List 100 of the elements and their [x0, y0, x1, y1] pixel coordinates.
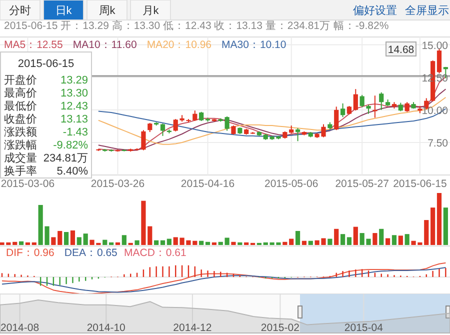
category-label: 涨跌额 [4, 126, 37, 138]
bar [199, 240, 204, 245]
y-tick-label: 15.00 [422, 40, 448, 52]
bar [25, 242, 30, 245]
bar [379, 228, 384, 245]
x-tick-label: 2015-05-06 [264, 178, 318, 190]
bar [205, 242, 210, 245]
bar [64, 232, 69, 245]
bar [76, 237, 82, 245]
bar [18, 241, 24, 245]
text: 偏好设置 [353, 5, 397, 17]
bar [289, 238, 294, 245]
bar [109, 242, 114, 245]
label-box: 14.68 [386, 41, 416, 56]
x-tick-label: 2014-12 [173, 322, 212, 334]
candlestick [366, 104, 371, 114]
bar [83, 234, 88, 245]
x-tick-label: 2015-06-15 [393, 178, 447, 190]
text: 234.81万 [43, 152, 88, 164]
bar [122, 235, 126, 245]
text: 2015-06-15 [18, 58, 74, 70]
candlestick [340, 102, 346, 118]
x-tick-label: 2015-03-26 [90, 178, 145, 190]
category-label: 收盘价 [4, 114, 37, 126]
text: 13.13 [60, 114, 88, 126]
candlestick [231, 125, 236, 136]
candlestick [199, 111, 204, 122]
text: DIF：0.96 [6, 247, 55, 259]
x-tick-label: 2015-02 [260, 322, 300, 334]
line-series [98, 88, 446, 150]
text: 分时 [9, 4, 31, 17]
candlestick [224, 116, 230, 132]
bar [32, 242, 36, 245]
bar [436, 193, 442, 245]
bar [212, 242, 216, 245]
bar [115, 242, 120, 245]
bar [386, 238, 390, 245]
chart-title: 2015-06-15 开：13.29 高：13.30 低：12.43 收：13.13 量：234.81万 幅：-9.82% [4, 19, 389, 32]
bar [443, 208, 448, 245]
bar [154, 240, 159, 245]
candlestick [379, 92, 384, 110]
text: MA5：12.55 [4, 39, 64, 51]
category-label: 涨跌幅 [4, 140, 37, 152]
bar [224, 238, 230, 245]
candlestick [436, 48, 442, 74]
bar [12, 242, 18, 245]
bar [58, 230, 62, 245]
bar [340, 234, 346, 245]
text: 13.29 [60, 74, 88, 86]
candlestick [295, 128, 300, 142]
candlestick [160, 123, 166, 136]
bar [334, 228, 339, 245]
line-series [98, 76, 446, 151]
bar [160, 240, 166, 245]
x-tick-label: 2015-04-16 [180, 178, 235, 190]
text: -1.43 [62, 126, 88, 138]
text: 全屏显示 [405, 5, 449, 17]
bar [282, 242, 288, 245]
text: MA20：10.96 [146, 39, 212, 51]
bar [218, 242, 223, 245]
text: 月k [142, 5, 160, 17]
bar [404, 234, 410, 245]
line-series [98, 108, 446, 137]
candlestick [148, 122, 152, 133]
candlestick [360, 94, 364, 108]
text: 5.40% [56, 166, 88, 178]
category-label: 成交量 [4, 152, 37, 164]
text: 日k [55, 5, 72, 17]
text: 12.43 [60, 100, 88, 112]
x-tick-label: 2015-05-27 [335, 178, 390, 190]
candlestick [334, 106, 339, 131]
x-tick-label: 2014-10 [86, 322, 126, 334]
text: DEA：0.65 [64, 247, 118, 259]
text: MA10：11.60 [72, 39, 137, 51]
bar [231, 242, 236, 245]
bar [166, 238, 172, 245]
category-label: 换手率 [4, 164, 37, 178]
series-label: MACD：0.61 [124, 247, 187, 259]
x-tick-label: 2014-08 [0, 322, 40, 334]
bar [238, 242, 242, 245]
bar [134, 240, 140, 245]
bar [392, 235, 397, 245]
bar [263, 242, 268, 245]
bar [353, 226, 358, 245]
bar [430, 208, 436, 245]
bar [328, 238, 332, 245]
bar [70, 230, 76, 245]
bar [308, 240, 313, 245]
x-tick-label: 2015-04 [344, 322, 384, 334]
text: -9.82% [53, 140, 88, 152]
bar [102, 240, 108, 245]
y-tick-label: 7.50 [428, 137, 448, 150]
text: 周k [98, 5, 116, 17]
bar [244, 242, 249, 245]
bar [372, 233, 378, 245]
text: MA30：10.10 [222, 39, 286, 51]
bar [295, 230, 300, 245]
bar [51, 237, 56, 245]
candlestick [353, 88, 358, 112]
candlestick [404, 102, 410, 112]
